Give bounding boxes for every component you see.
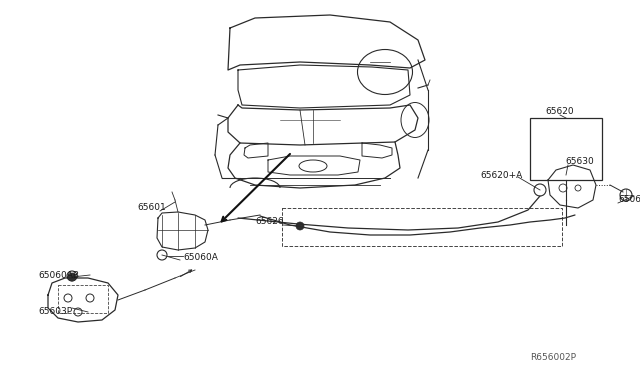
Circle shape <box>68 273 76 281</box>
Circle shape <box>297 223 303 229</box>
Text: R656002P: R656002P <box>530 353 576 362</box>
Text: 65060AB: 65060AB <box>38 270 79 279</box>
Text: 65603P: 65603P <box>38 308 72 317</box>
Text: 65620+A: 65620+A <box>480 170 522 180</box>
Text: 65630: 65630 <box>565 157 594 167</box>
Text: 65060AA: 65060AA <box>618 196 640 205</box>
Text: 65620: 65620 <box>545 108 573 116</box>
Bar <box>282 208 562 246</box>
Bar <box>58 285 108 313</box>
Bar <box>530 118 602 180</box>
Text: 65060A: 65060A <box>183 253 218 263</box>
Circle shape <box>296 222 304 230</box>
Text: 65601: 65601 <box>137 203 166 212</box>
Text: 65626: 65626 <box>255 218 284 227</box>
